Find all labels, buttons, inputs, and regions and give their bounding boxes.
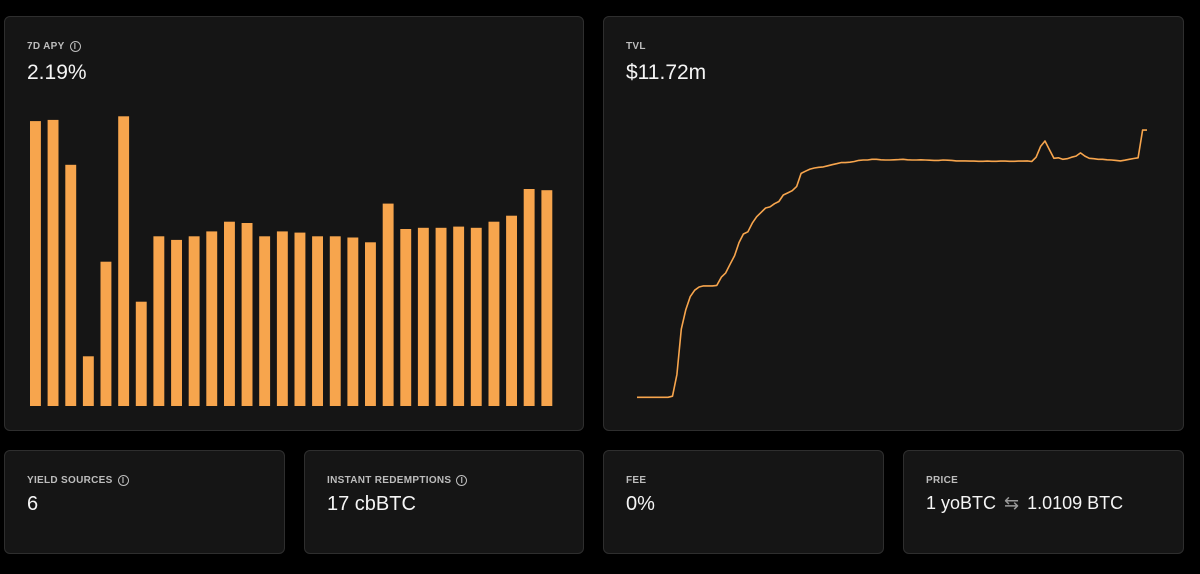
- apy-card: 7D APY i 2.19%: [4, 16, 584, 431]
- apy-bar[interactable]: [82, 356, 94, 406]
- apy-bar[interactable]: [347, 237, 359, 407]
- apy-bar[interactable]: [312, 236, 323, 406]
- yield-sources-card: YIELD SOURCES i 6: [4, 450, 285, 554]
- apy-bar[interactable]: [259, 236, 271, 406]
- price-label: PRICE: [926, 475, 959, 486]
- apy-bar[interactable]: [65, 164, 77, 406]
- apy-bar[interactable]: [241, 223, 253, 406]
- apy-bar[interactable]: [329, 236, 341, 406]
- apy-bar[interactable]: [470, 227, 482, 406]
- apy-bar[interactable]: [188, 236, 200, 406]
- instant-redemptions-label: INSTANT REDEMPTIONS: [327, 475, 452, 486]
- apy-bar[interactable]: [417, 227, 429, 406]
- price-left: 1 yoBTC: [926, 493, 997, 513]
- price-card: PRICE 1 yoBTC ⇆ 1.0109 BTC: [903, 450, 1184, 554]
- fee-value: 0%: [626, 493, 655, 515]
- swap-icon[interactable]: ⇆: [1004, 493, 1020, 513]
- price-right: 1.0109 BTC: [1027, 493, 1124, 513]
- instant-redemptions-card: INSTANT REDEMPTIONS i 17 cbBTC: [304, 450, 584, 554]
- yield-sources-value: 6: [27, 493, 39, 515]
- apy-bar-chart: [30, 116, 553, 407]
- instant-redemptions-value: 17 cbBTC: [327, 493, 416, 515]
- apy-bar[interactable]: [224, 221, 235, 406]
- tvl-label-row: TVL: [626, 41, 646, 52]
- fee-label: FEE: [626, 475, 647, 486]
- yield-sources-label: YIELD SOURCES: [27, 475, 113, 486]
- apy-bar[interactable]: [453, 226, 465, 406]
- apy-bar[interactable]: [382, 203, 394, 406]
- apy-bar[interactable]: [541, 190, 553, 406]
- yield-sources-label-row: YIELD SOURCES i: [27, 475, 129, 486]
- apy-bar[interactable]: [435, 227, 447, 406]
- tvl-card: TVL $11.72m: [603, 16, 1184, 431]
- apy-bar[interactable]: [400, 229, 412, 406]
- tvl-value: $11.72m: [626, 61, 707, 84]
- apy-bar[interactable]: [506, 215, 517, 406]
- apy-bar[interactable]: [135, 301, 147, 406]
- info-icon[interactable]: i: [117, 475, 129, 486]
- info-icon[interactable]: i: [456, 475, 468, 486]
- fee-label-row: FEE: [626, 475, 646, 486]
- tvl-series-line[interactable]: [637, 129, 1147, 399]
- price-label-row: PRICE: [926, 475, 958, 486]
- info-icon[interactable]: i: [69, 41, 81, 52]
- apy-bar[interactable]: [294, 232, 306, 406]
- price-value: 1 yoBTC ⇆ 1.0109 BTC: [926, 493, 1123, 514]
- apy-bar[interactable]: [100, 261, 112, 406]
- apy-bar[interactable]: [153, 236, 165, 406]
- fee-card: FEE 0%: [603, 450, 884, 554]
- tvl-label: TVL: [626, 41, 646, 52]
- apy-label-row: 7D APY i: [27, 41, 81, 52]
- apy-bar[interactable]: [30, 121, 41, 406]
- instant-redemptions-label-row: INSTANT REDEMPTIONS i: [327, 475, 468, 486]
- tvl-line-chart: [637, 129, 1147, 399]
- apy-bar[interactable]: [276, 231, 288, 406]
- apy-value: 2.19%: [27, 61, 87, 84]
- apy-label: 7D APY: [27, 41, 65, 52]
- apy-bar[interactable]: [488, 221, 500, 406]
- apy-bar[interactable]: [171, 239, 182, 406]
- apy-bar[interactable]: [47, 119, 59, 407]
- apy-bar[interactable]: [206, 231, 218, 406]
- apy-bar[interactable]: [523, 189, 535, 406]
- apy-bar[interactable]: [365, 242, 376, 406]
- apy-bar[interactable]: [118, 116, 130, 407]
